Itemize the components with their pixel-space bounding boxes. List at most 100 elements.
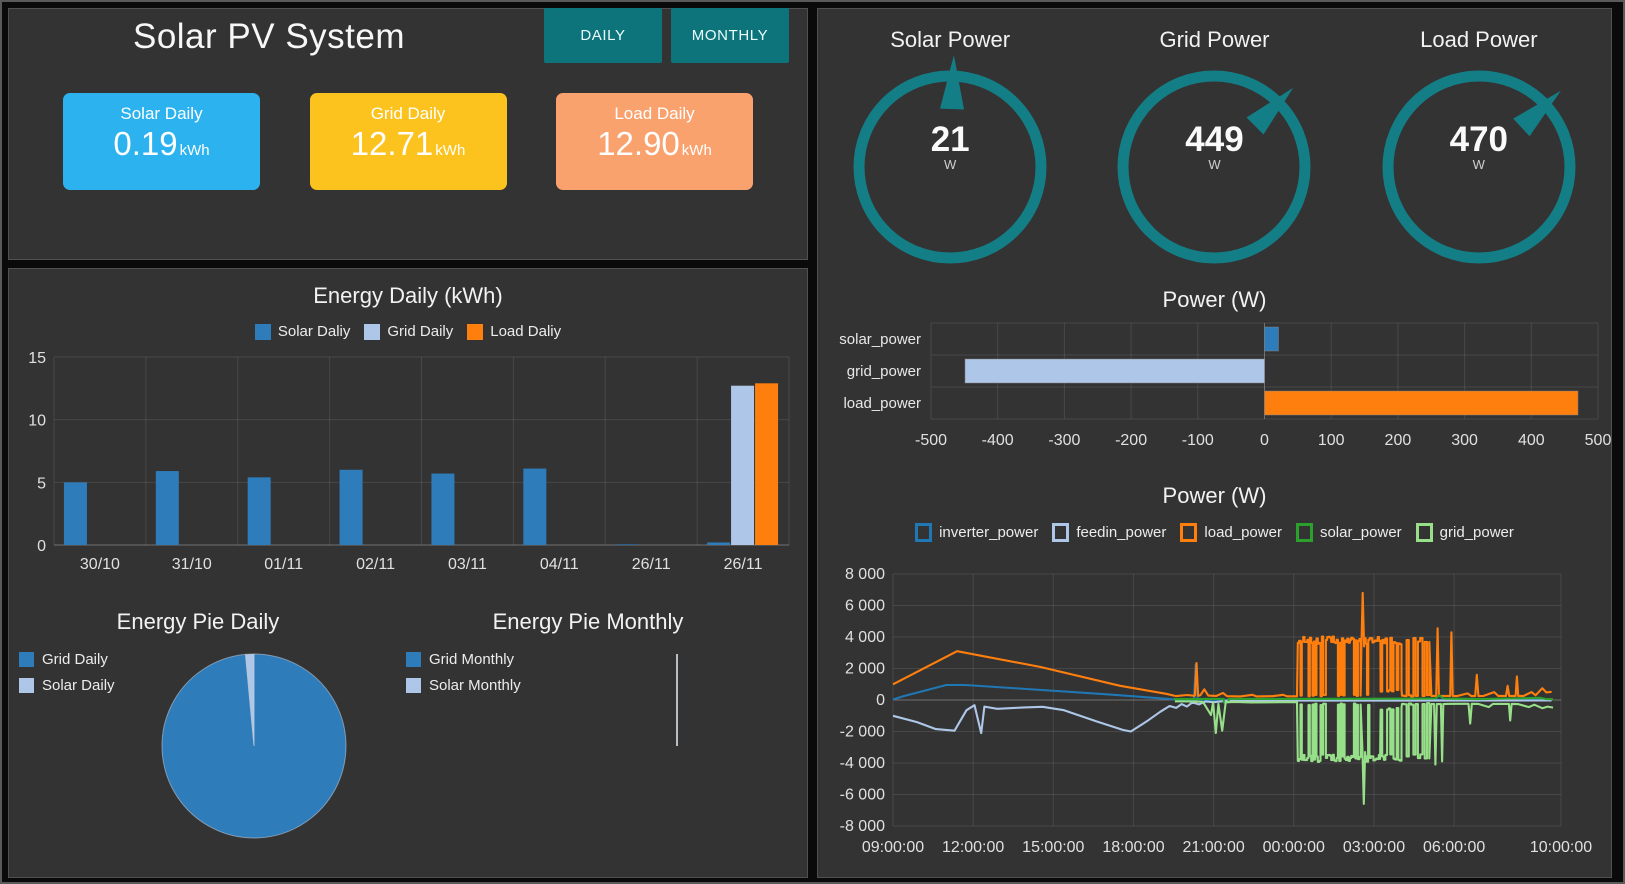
legend-item[interactable]: solar_power bbox=[1295, 523, 1402, 542]
legend-label: feedin_power bbox=[1076, 524, 1167, 541]
legend-item[interactable]: Load Daliy bbox=[467, 323, 561, 340]
legend-item[interactable]: Solar Daliy bbox=[254, 323, 351, 340]
svg-text:15:00:00: 15:00:00 bbox=[1022, 839, 1084, 856]
legend-item[interactable]: Grid Monthly bbox=[406, 651, 521, 668]
power-hbar-chart: -500 -400 -300 -200 -100 0 100 200 300 400 500 sola… bbox=[839, 322, 1611, 449]
solar-daily-card: Solar Daily 0.19 kWh bbox=[63, 93, 260, 190]
card-value: 12.90 bbox=[597, 125, 680, 162]
gauges-row: Solar Power 21 W Grid Power 449 W Load P… bbox=[818, 27, 1611, 282]
legend-label: load_power bbox=[1204, 524, 1282, 541]
legend-item[interactable]: Grid Daily bbox=[19, 651, 115, 668]
legend-item[interactable]: Solar Daily bbox=[19, 677, 115, 694]
energy-daily-legend: Solar Daliy Grid Daily Load Daliy bbox=[9, 323, 807, 340]
legend-label: solar_power bbox=[1319, 524, 1402, 541]
legend-item[interactable]: grid_power bbox=[1415, 523, 1514, 542]
svg-text:15: 15 bbox=[28, 350, 46, 367]
energy-pie-daily-legend: Grid Daily Solar Daily bbox=[19, 651, 115, 703]
monthly-button[interactable]: MONTHLY bbox=[671, 8, 789, 63]
legend-item[interactable]: Solar Monthly bbox=[406, 677, 521, 694]
svg-text:03/11: 03/11 bbox=[448, 556, 487, 573]
svg-text:26/11: 26/11 bbox=[632, 556, 671, 573]
legend-label: inverter_power bbox=[939, 524, 1039, 541]
svg-text:5: 5 bbox=[37, 475, 46, 492]
svg-text:solar_power: solar_power bbox=[839, 331, 921, 348]
svg-text:4 000: 4 000 bbox=[845, 629, 885, 646]
svg-text:10:00:00: 10:00:00 bbox=[1530, 839, 1592, 856]
svg-text:01/11: 01/11 bbox=[264, 556, 303, 573]
power-line-chart[interactable]: 8 000 6 000 4 000 2 000 0 -2 000 -4 000 -6 000 -… bbox=[818, 553, 1611, 875]
legend-swatch-icon bbox=[406, 678, 421, 693]
legend-label: Grid Daily bbox=[42, 651, 108, 668]
svg-text:200: 200 bbox=[1385, 432, 1412, 449]
legend-label: grid_power bbox=[1439, 524, 1514, 541]
power-line-legend: inverter_power feedin_power load_power sola… bbox=[818, 523, 1611, 542]
power-line-title: Power (W) bbox=[1162, 483, 1267, 508]
gauge-needle-icon bbox=[1513, 90, 1561, 137]
card-label: Load Daily bbox=[614, 104, 695, 123]
svg-text:0: 0 bbox=[1260, 432, 1269, 449]
energy-pie-monthly-title: Energy Pie Monthly bbox=[492, 609, 684, 634]
gauge-ring-icon bbox=[1117, 70, 1311, 264]
card-value: 0.19 bbox=[113, 125, 178, 162]
card-label: Grid Daily bbox=[370, 104, 446, 123]
energy-pie-monthly-legend: Grid Monthly Solar Monthly bbox=[406, 651, 521, 703]
svg-text:100: 100 bbox=[1318, 432, 1345, 449]
grid-daily-card: Grid Daily 12.71 kWh bbox=[309, 93, 507, 190]
daily-button[interactable]: DAILY bbox=[544, 8, 662, 63]
svg-text:10: 10 bbox=[28, 413, 46, 430]
svg-text:03:00:00: 03:00:00 bbox=[1343, 839, 1405, 856]
legend-item[interactable]: inverter_power bbox=[915, 523, 1038, 542]
legend-swatch-icon bbox=[19, 678, 34, 693]
svg-text:12:00:00: 12:00:00 bbox=[942, 839, 1004, 856]
energy-pie-daily-title: Energy Pie Daily bbox=[116, 609, 280, 634]
legend-label: Solar Daily bbox=[42, 677, 115, 694]
card-value: 12.71 bbox=[350, 125, 434, 162]
gauge-needle-icon bbox=[1247, 87, 1294, 135]
legend-swatch-icon bbox=[254, 323, 271, 340]
legend-swatch-icon bbox=[19, 652, 34, 667]
svg-text:400: 400 bbox=[1518, 432, 1545, 449]
svg-text:load_power: load_power bbox=[843, 395, 921, 412]
svg-text:09:00:00: 09:00:00 bbox=[862, 839, 924, 856]
energy-panel: Energy Daily (kWh) Solar Daliy Grid Daily… bbox=[8, 268, 808, 878]
solar-power-gauge: Solar Power 21 W bbox=[818, 27, 1082, 282]
legend-item[interactable]: feedin_power bbox=[1052, 523, 1166, 542]
svg-text:31/10: 31/10 bbox=[172, 556, 212, 573]
svg-text:2 000: 2 000 bbox=[845, 661, 885, 678]
svg-text:02/11: 02/11 bbox=[356, 556, 395, 573]
energy-daily-bar-chart: 0 5 10 15 30/10 31/10 01/11 02/11 03/11 04/11 26/1… bbox=[28, 350, 790, 573]
svg-text:-100: -100 bbox=[1182, 432, 1214, 449]
period-buttons: DAILY MONTHLY bbox=[544, 8, 789, 63]
legend-swatch-icon bbox=[467, 323, 484, 340]
legend-label: Solar Monthly bbox=[429, 677, 521, 694]
legend-swatch-icon bbox=[1295, 523, 1313, 542]
grid-power-gauge: Grid Power 449 W bbox=[1082, 27, 1346, 282]
energy-daily-chart-title: Energy Daily (kWh) bbox=[313, 283, 503, 308]
svg-text:0: 0 bbox=[37, 538, 46, 555]
svg-text:8 000: 8 000 bbox=[845, 566, 885, 583]
legend-label: Solar Daliy bbox=[277, 323, 351, 340]
svg-text:-4 000: -4 000 bbox=[840, 755, 885, 772]
load-daily-card: Load Daily 12.90 kWh bbox=[556, 93, 753, 190]
svg-text:21:00:00: 21:00:00 bbox=[1182, 839, 1244, 856]
legend-item[interactable]: load_power bbox=[1180, 523, 1282, 542]
energy-pie-monthly-chart bbox=[676, 654, 678, 746]
summary-panel: Solar PV System DAILY MONTHLY Solar Dail… bbox=[8, 8, 808, 260]
legend-swatch-icon bbox=[1415, 523, 1433, 542]
page-title: Solar PV System bbox=[132, 17, 406, 56]
gauge-needle-icon bbox=[940, 55, 965, 110]
card-unit: kWh bbox=[435, 142, 466, 159]
svg-text:-200: -200 bbox=[1115, 432, 1147, 449]
svg-text:300: 300 bbox=[1451, 432, 1478, 449]
legend-swatch-icon bbox=[406, 652, 421, 667]
legend-swatch-icon bbox=[1052, 523, 1070, 542]
svg-text:grid_power: grid_power bbox=[847, 363, 921, 380]
power-panel: Solar Power 21 W Grid Power 449 W Load P… bbox=[817, 8, 1612, 878]
legend-item[interactable]: Grid Daily bbox=[364, 323, 453, 340]
gauge-ring-icon bbox=[1382, 70, 1576, 264]
gauge-title: Load Power bbox=[1420, 27, 1538, 52]
svg-text:-6 000: -6 000 bbox=[840, 787, 885, 804]
card-unit: kWh bbox=[179, 142, 210, 159]
svg-text:-2 000: -2 000 bbox=[840, 724, 885, 741]
